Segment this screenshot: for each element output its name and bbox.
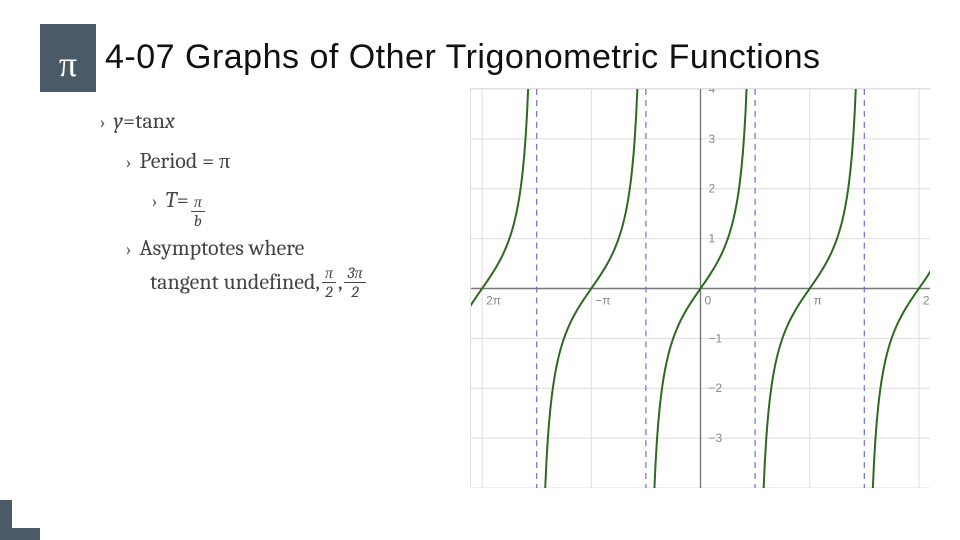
bullet-asymptotes-line2: tangent undefined, π 2 , 3π 2 [150,263,470,303]
asym-frac-2: 3π 2 [344,265,365,300]
bullet-icon: › [126,234,131,266]
header-accent-box: π [40,36,96,92]
eq-fn: tan [135,102,165,142]
graph-svg: 4 3 2 1 −1 −2 −3 2π −π 0 π 2 [471,89,930,488]
svg-text:2: 2 [708,182,715,196]
asym-frac-1: π 2 [322,265,336,300]
bullet-T-formula: › T = π b [152,181,470,229]
header-accent-strip [40,24,96,36]
svg-text:4: 4 [708,89,715,96]
svg-text:3: 3 [708,132,715,146]
bullet-list: › y = tan x › Period = π › T = π b › Asy… [100,102,470,302]
asym-text-2: tangent undefined, [150,263,320,303]
svg-text:−3: −3 [708,431,722,445]
slide: π 4-07 Graphs of Other Trigonometric Fun… [0,0,960,540]
svg-text:−2: −2 [708,381,722,395]
frac1-den: 2 [322,283,335,300]
asym-comma: , [338,263,343,303]
T-eq: = [177,181,189,221]
svg-text:−π: −π [595,293,610,307]
svg-text:π: π [814,293,822,307]
bullet-icon: › [100,107,105,139]
bullet-period: › Period = π [126,142,470,182]
corner-accent [0,500,60,540]
slide-title: 4-07 Graphs of Other Trigonometric Funct… [105,38,821,77]
T-frac-num: π [191,194,205,212]
eq-arg: x [165,102,175,142]
frac1-num: π [322,265,336,283]
eq-equals: = [123,102,135,142]
eq-lhs: y [113,108,122,134]
T-lhs: T [165,181,176,221]
period-text: Period = π [139,142,230,182]
bullet-equation: › y = tan x [100,102,470,142]
bullet-icon: › [152,186,157,218]
svg-text:2π: 2π [486,293,501,307]
bullet-icon: › [126,147,131,179]
pi-icon: π [59,43,77,85]
svg-text:1: 1 [708,232,715,246]
corner-accent-v [0,500,12,540]
frac2-den: 2 [348,283,361,300]
T-frac-den: b [191,212,205,229]
frac2-num: 3π [344,265,365,283]
svg-text:2: 2 [923,293,930,307]
svg-text:−1: −1 [708,331,722,345]
svg-text:0: 0 [704,293,711,307]
tangent-graph: 4 3 2 1 −1 −2 −3 2π −π 0 π 2 [470,88,930,488]
header: π 4-07 Graphs of Other Trigonometric Fun… [0,32,960,88]
T-fraction: π b [191,194,205,229]
